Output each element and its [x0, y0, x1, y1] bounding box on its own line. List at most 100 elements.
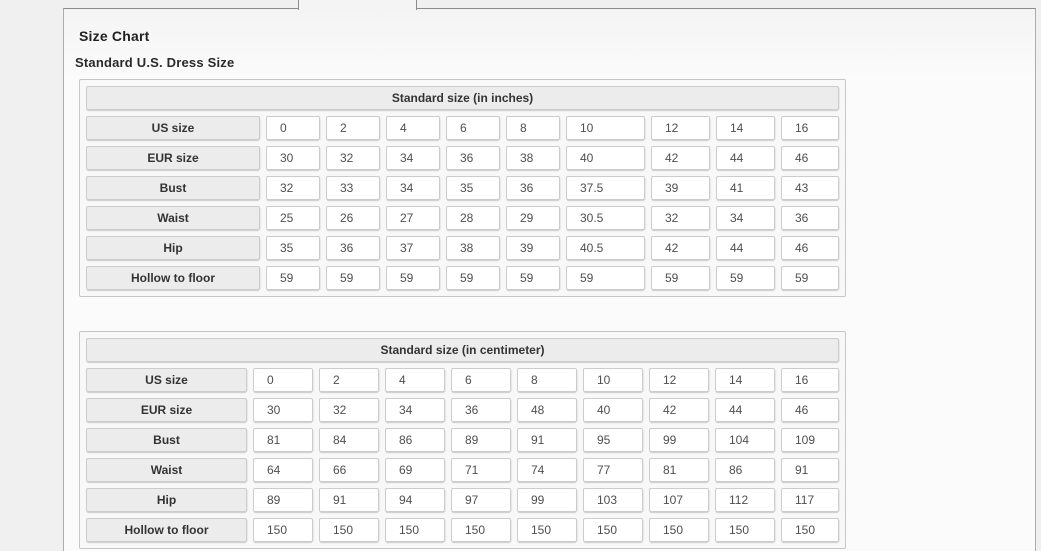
cell-value: 35 — [266, 236, 320, 260]
cell-value: 64 — [253, 458, 313, 482]
table-caption: Standard size (in centimeter) — [86, 338, 840, 362]
table-row: Bust 81 84 86 89 91 95 99 104 109 — [86, 428, 840, 452]
cell-value: 107 — [649, 488, 709, 512]
cell-value: 117 — [781, 488, 840, 512]
cell-value: 12 — [651, 116, 710, 140]
cell-value: 32 — [266, 176, 320, 200]
cell-value: 39 — [506, 236, 560, 260]
cell-value: 10 — [566, 116, 645, 140]
cell-value: 36 — [446, 146, 500, 170]
page-title: Size Chart — [79, 28, 150, 44]
cell-value: 30 — [266, 146, 320, 170]
cell-value: 34 — [386, 146, 440, 170]
cell-value: 150 — [385, 518, 445, 542]
cell-value: 59 — [446, 266, 500, 290]
size-table: Standard size (in centimeter) US size 0 2 4 6… — [79, 331, 847, 549]
table-row: EUR size 30 32 34 36 38 40 42 44 46 — [86, 146, 839, 170]
table-caption: Standard size (in inches) — [86, 86, 839, 110]
cell-value: 14 — [715, 368, 775, 392]
cell-value: 48 — [517, 398, 577, 422]
cell-value: 46 — [781, 146, 839, 170]
tab-active-size-chart[interactable] — [298, 0, 417, 10]
cell-value: 42 — [651, 236, 710, 260]
table-row: US size 0 2 4 6 8 10 12 14 16 — [86, 368, 840, 392]
cell-value: 59 — [506, 266, 560, 290]
row-label: Waist — [86, 458, 247, 482]
row-label: Hollow to floor — [86, 518, 247, 542]
cell-value: 71 — [451, 458, 511, 482]
section-title: Standard U.S. Dress Size — [75, 55, 235, 70]
cell-value: 2 — [326, 116, 380, 140]
row-label: Hollow to floor — [86, 266, 260, 290]
cell-value: 109 — [781, 428, 840, 452]
table-row: Hip 89 91 94 97 99 103 107 112 117 — [86, 488, 840, 512]
cell-value: 91 — [517, 428, 577, 452]
cell-value: 42 — [649, 398, 709, 422]
table-row: Hollow to floor 59 59 59 59 59 59 59 59 59 — [86, 266, 839, 290]
row-label: EUR size — [86, 146, 260, 170]
cell-value: 150 — [781, 518, 840, 542]
cell-value: 81 — [253, 428, 313, 452]
cell-value: 32 — [651, 206, 710, 230]
cell-value: 36 — [506, 176, 560, 200]
row-label: Hip — [86, 236, 260, 260]
cell-value: 26 — [326, 206, 380, 230]
cell-value: 34 — [386, 176, 440, 200]
cell-value: 34 — [716, 206, 775, 230]
cell-value: 59 — [566, 266, 645, 290]
row-label: Bust — [86, 428, 247, 452]
cell-value: 4 — [385, 368, 445, 392]
table-row: US size 0 2 4 6 8 10 12 14 16 — [86, 116, 839, 140]
cell-value: 42 — [651, 146, 710, 170]
cell-value: 104 — [715, 428, 775, 452]
cell-value: 6 — [446, 116, 500, 140]
cell-value: 44 — [716, 146, 775, 170]
row-label: EUR size — [86, 398, 247, 422]
cell-value: 150 — [517, 518, 577, 542]
table-caption-row: Standard size (in inches) — [86, 86, 839, 110]
cell-value: 66 — [319, 458, 379, 482]
cell-value: 150 — [649, 518, 709, 542]
cell-value: 86 — [385, 428, 445, 452]
cell-value: 34 — [385, 398, 445, 422]
cell-value: 150 — [715, 518, 775, 542]
cell-value: 38 — [506, 146, 560, 170]
cell-value: 25 — [266, 206, 320, 230]
row-label: US size — [86, 368, 247, 392]
cell-value: 44 — [715, 398, 775, 422]
cell-value: 32 — [319, 398, 379, 422]
cell-value: 95 — [583, 428, 643, 452]
cell-value: 97 — [451, 488, 511, 512]
cell-value: 89 — [253, 488, 313, 512]
cell-value: 99 — [649, 428, 709, 452]
row-label: Bust — [86, 176, 260, 200]
cell-value: 27 — [386, 206, 440, 230]
cell-value: 46 — [781, 398, 840, 422]
cell-value: 112 — [715, 488, 775, 512]
cell-value: 28 — [446, 206, 500, 230]
cell-value: 16 — [781, 368, 840, 392]
size-table-inches: Standard size (in inches) US size 0 2 4 6 8 10 1… — [79, 79, 846, 297]
cell-value: 43 — [781, 176, 839, 200]
cell-value: 86 — [715, 458, 775, 482]
cell-value: 36 — [781, 206, 839, 230]
cell-value: 39 — [651, 176, 710, 200]
cell-value: 40 — [566, 146, 645, 170]
cell-value: 103 — [583, 488, 643, 512]
cell-value: 12 — [649, 368, 709, 392]
cell-value: 81 — [649, 458, 709, 482]
size-table: Standard size (in inches) US size 0 2 4 6 8 10 1… — [79, 79, 846, 297]
cell-value: 46 — [781, 236, 839, 260]
cell-value: 37 — [386, 236, 440, 260]
table-row: Bust 32 33 34 35 36 37.5 39 41 43 — [86, 176, 839, 200]
row-label: Hip — [86, 488, 247, 512]
table-row: Waist 25 26 27 28 29 30.5 32 34 36 — [86, 206, 839, 230]
cell-value: 8 — [517, 368, 577, 392]
cell-value: 59 — [781, 266, 839, 290]
table-row: EUR size 30 32 34 36 48 40 42 44 46 — [86, 398, 840, 422]
cell-value: 30.5 — [566, 206, 645, 230]
cell-value: 150 — [583, 518, 643, 542]
cell-value: 30 — [253, 398, 313, 422]
cell-value: 32 — [326, 146, 380, 170]
table-caption-row: Standard size (in centimeter) — [86, 338, 840, 362]
